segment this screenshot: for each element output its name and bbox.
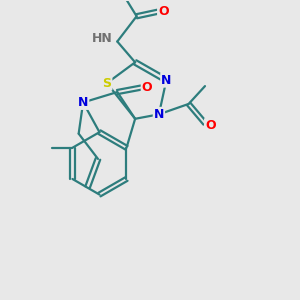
Text: N: N xyxy=(78,96,88,109)
Text: S: S xyxy=(102,76,111,90)
Text: N: N xyxy=(161,74,172,87)
Text: O: O xyxy=(158,5,169,18)
Text: HN: HN xyxy=(92,32,113,45)
Text: O: O xyxy=(205,119,216,132)
Text: N: N xyxy=(154,108,164,121)
Text: O: O xyxy=(142,81,152,94)
